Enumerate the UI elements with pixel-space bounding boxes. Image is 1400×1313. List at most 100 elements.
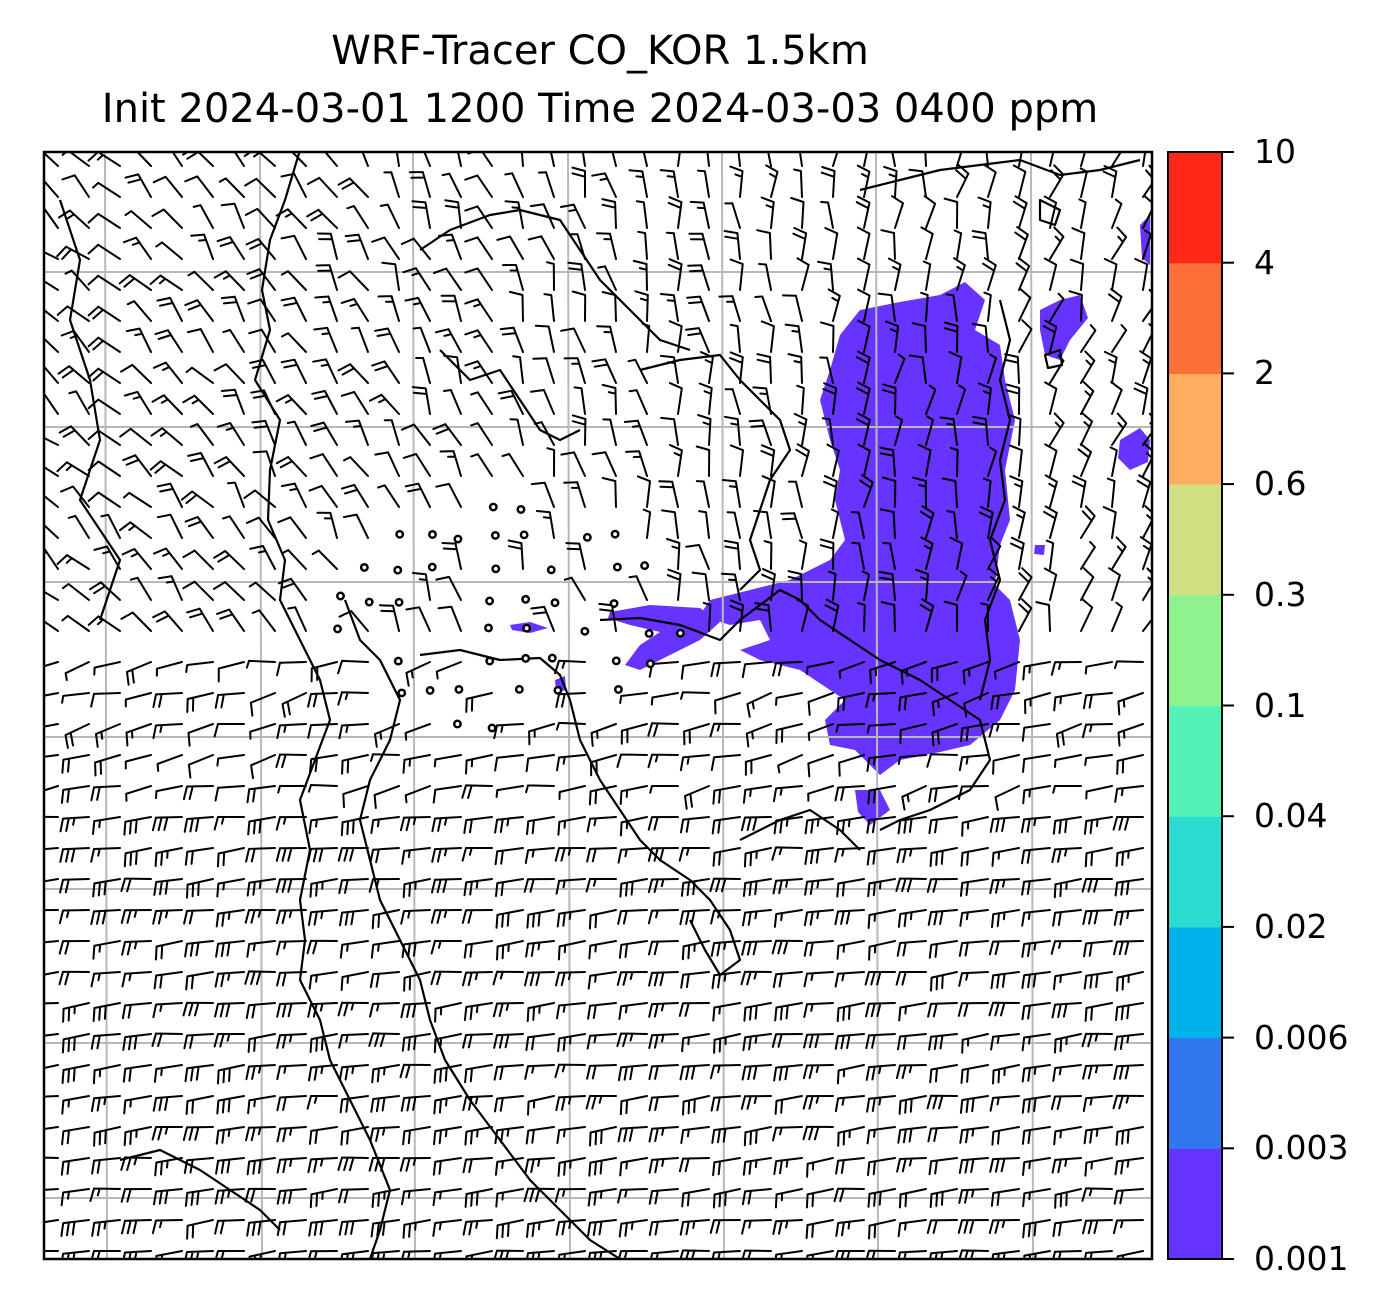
- wind-barb: [1012, 195, 1028, 229]
- wind-barb: [185, 661, 214, 673]
- wind-barb: [218, 177, 245, 198]
- wind-barb: [1049, 412, 1065, 446]
- wind-barb: [650, 692, 679, 706]
- wind-barb: [834, 847, 865, 863]
- wind-barb: [187, 328, 214, 353]
- wind-barb: [213, 363, 245, 384]
- wind-barb: [1022, 1219, 1051, 1239]
- calm-marker: [645, 659, 655, 669]
- wind-barb: [497, 389, 524, 415]
- wind-barb: [866, 816, 896, 834]
- wind-barb: [710, 754, 741, 771]
- wind-barb: [721, 479, 741, 508]
- wind-barb: [121, 548, 152, 570]
- wind-barb: [441, 542, 462, 570]
- wind-barb: [313, 326, 338, 353]
- wind-barb: [1114, 1157, 1144, 1176]
- wind-barb: [276, 1095, 307, 1112]
- wind-barb: [710, 1095, 741, 1112]
- wind-barb: [956, 570, 968, 601]
- wind-barb: [60, 485, 90, 508]
- wind-barb: [819, 538, 835, 570]
- wind-barb: [555, 721, 586, 731]
- wind-barb: [807, 754, 834, 778]
- wind-barb: [1018, 567, 1033, 601]
- wind-barb: [149, 274, 183, 291]
- plume-fleck2: [1034, 545, 1045, 555]
- wind-barb: [668, 320, 683, 353]
- wind-barb: [340, 298, 369, 322]
- wind-barb: [619, 878, 648, 898]
- wind-barb: [681, 1033, 710, 1053]
- wind-barb: [94, 754, 121, 777]
- wind-barb: [245, 659, 276, 669]
- wind-barb: [958, 1249, 989, 1259]
- wind-barb: [636, 475, 651, 508]
- grid-meridian: [567, 152, 571, 1259]
- calm-marker: [613, 685, 623, 694]
- wind-barb: [803, 1033, 834, 1049]
- wind-barb: [1117, 723, 1144, 747]
- wind-barb: [895, 877, 927, 893]
- wind-barb: [470, 422, 493, 446]
- wind-barb: [62, 1002, 90, 1023]
- wind-barb: [370, 1219, 400, 1238]
- wind-barb: [647, 722, 679, 737]
- wind-barb: [628, 389, 648, 415]
- wind-barb: [896, 847, 927, 864]
- wind-barb: [308, 816, 338, 835]
- wind-barb: [1081, 1032, 1113, 1048]
- wind-barb: [1115, 1126, 1144, 1146]
- colorbar-tick-label: 0.6: [1254, 464, 1307, 504]
- wind-barb: [185, 366, 214, 384]
- wind-barb: [824, 227, 839, 260]
- plume-main: [700, 282, 1020, 775]
- wind-barb: [856, 412, 871, 446]
- wind-barb: [958, 940, 989, 957]
- wind-barb: [803, 909, 834, 927]
- wind-barb: [685, 327, 710, 353]
- wind-barb: [401, 847, 431, 865]
- wind-barb: [596, 232, 617, 260]
- wind-barb: [435, 482, 462, 508]
- calm-marker: [514, 684, 524, 694]
- wind-barb: [926, 1219, 958, 1234]
- calm-marker: [490, 530, 500, 540]
- wind-barb: [591, 358, 617, 384]
- wind-barb: [1021, 847, 1051, 865]
- wind-barb: [275, 208, 307, 229]
- wind-barb: [869, 661, 896, 684]
- wind-barb: [774, 1188, 803, 1209]
- wind-barb: [119, 427, 152, 446]
- wind-barb: [217, 1064, 245, 1085]
- wind-barb: [185, 971, 214, 991]
- wind-barb: [287, 606, 307, 632]
- wind-barb: [462, 1219, 493, 1236]
- wind-barb: [215, 940, 245, 958]
- wind-barb: [525, 784, 555, 794]
- wind-barb: [64, 269, 90, 291]
- wind-barb: [898, 1002, 927, 1022]
- wind-barb: [309, 453, 338, 477]
- wind-barb: [340, 391, 369, 415]
- wind-barb: [546, 261, 555, 291]
- wind-barb: [1018, 319, 1033, 353]
- wind-barb: [765, 164, 779, 198]
- wind-barb: [462, 971, 493, 987]
- wind-barb: [939, 416, 958, 446]
- wind-barb: [1115, 847, 1144, 867]
- wind-barb: [276, 1033, 307, 1049]
- wind-barb: [341, 754, 369, 775]
- calm-marker: [394, 597, 404, 607]
- wind-barb: [953, 257, 966, 291]
- calm-marker: [427, 562, 437, 572]
- wind-barb: [1050, 661, 1082, 676]
- wind-barb: [404, 723, 431, 741]
- wind-barb: [59, 878, 90, 894]
- coast-west-inland: [58, 199, 122, 621]
- wind-barb: [120, 1156, 152, 1171]
- wind-barb: [275, 394, 307, 415]
- wind-barb: [1084, 754, 1113, 766]
- wind-barb: [865, 1002, 896, 1018]
- wind-barb: [793, 168, 803, 198]
